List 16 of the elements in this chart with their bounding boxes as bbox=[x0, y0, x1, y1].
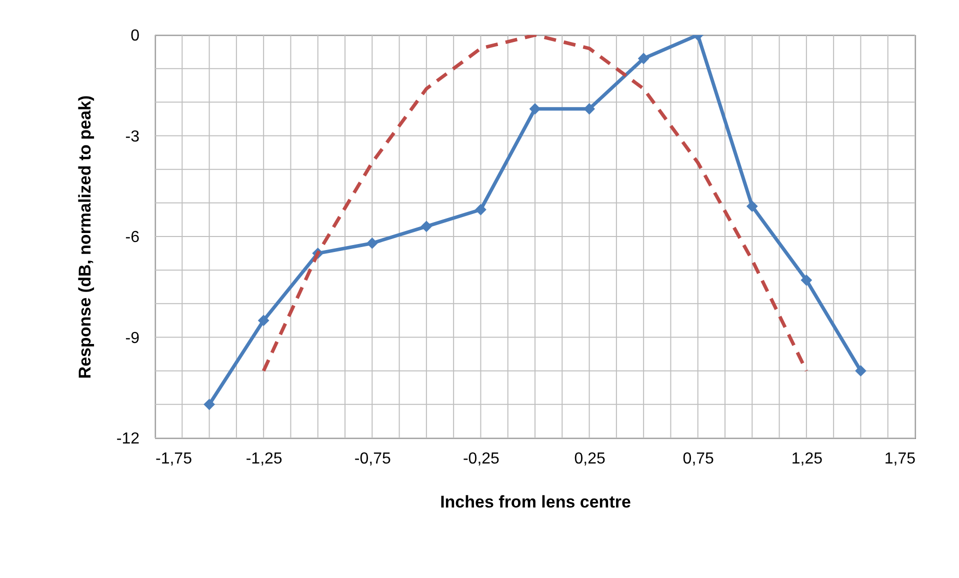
x-tick-label: -0,75 bbox=[354, 450, 391, 468]
y-tick-label: -9 bbox=[125, 330, 140, 347]
y-axis-title: Response (dB, normalized to peak) bbox=[75, 95, 94, 379]
x-tick-label: -1,25 bbox=[246, 450, 282, 468]
y-tick-label: -12 bbox=[116, 430, 140, 448]
x-tick-label: 0,25 bbox=[574, 450, 606, 468]
y-tick-label: -6 bbox=[125, 229, 140, 246]
x-tick-label: 1,75 bbox=[884, 450, 916, 468]
y-tick-label: 0 bbox=[130, 28, 140, 44]
y-tick-label: -3 bbox=[125, 128, 140, 146]
line-series bbox=[262, 35, 808, 373]
x-tick-label: 1,25 bbox=[791, 450, 823, 468]
x-axis-title: Inches from lens centre bbox=[440, 492, 631, 512]
x-tick-label: -1,75 bbox=[156, 450, 192, 468]
x-tick-label: -0,25 bbox=[462, 450, 500, 468]
x-tick-label: 0,75 bbox=[682, 450, 714, 468]
